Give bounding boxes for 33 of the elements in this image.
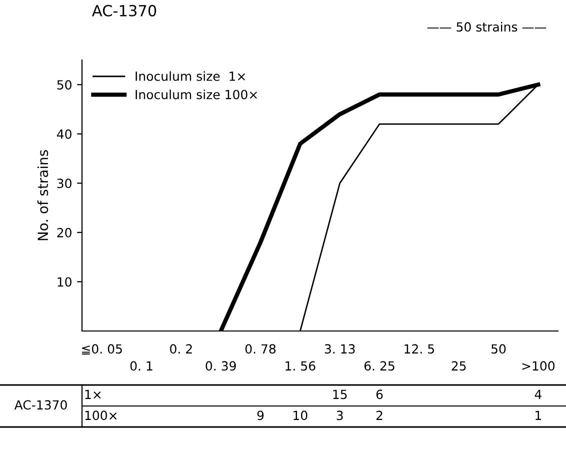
x-tick-label: 0. 1 — [130, 361, 152, 371]
x-tick-label: 50 — [492, 344, 506, 354]
x-tick-label: 6. 25 — [364, 361, 394, 371]
y-tick-label: 10 — [58, 277, 72, 287]
y-tick-label: 100× — [85, 410, 117, 420]
y-tick-label: 40 — [56, 129, 72, 139]
y-tick-label: 30 — [57, 178, 72, 188]
data-label: 1 — [536, 410, 541, 420]
x-tick-label: ≦0. 05 — [82, 344, 122, 354]
y-tick-label: 50 — [57, 80, 72, 90]
x-tick-label: 25 — [452, 361, 466, 371]
data-label: 2 — [376, 410, 382, 420]
data-label: 6 — [376, 390, 383, 400]
x-tick-label: 12. 5 — [404, 344, 434, 354]
x-tick-label: 0. 39 — [206, 361, 236, 371]
legend-label: Inoculum size 1× — [136, 71, 245, 81]
data-label: 9 — [257, 410, 264, 420]
x-tick-label: 0. 78 — [245, 344, 276, 354]
data-label: 10 — [294, 410, 308, 420]
x-tick-label: >100 — [522, 361, 554, 371]
y-tick-label: 20 — [57, 228, 72, 238]
chart-title: AC-1370 — [92, 4, 156, 16]
text: —— 50 strains —— — [427, 22, 546, 32]
x-tick-label: 1. 56 — [286, 361, 316, 371]
data-label: 4 — [534, 390, 542, 399]
data-label: 15 — [333, 390, 347, 400]
x-tick-label: 3. 13 — [324, 344, 355, 354]
data-label: 3 — [336, 410, 343, 420]
y-axis-title: No. of strains — [37, 150, 48, 240]
x-tick-label: 0. 2 — [170, 344, 192, 354]
y-tick-label: 1× — [85, 390, 101, 399]
text: AC-1370 — [14, 400, 67, 410]
legend-label: Inoculum size 100× — [136, 90, 257, 100]
